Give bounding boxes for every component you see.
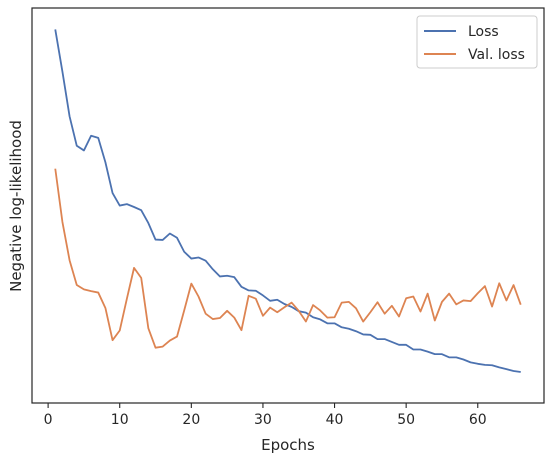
x-tick-label: 50 [397, 412, 415, 428]
x-tick-label: 0 [44, 412, 53, 428]
legend: Loss Val. loss [416, 15, 538, 69]
y-axis-label: Negative log-likelihood [7, 120, 25, 292]
legend-label-val-loss: Val. loss [468, 47, 525, 63]
plot-area [31, 7, 545, 404]
legend-label-loss: Loss [468, 24, 499, 40]
series-line-val-loss [54, 168, 522, 349]
x-ticks: 0 10 20 30 40 50 60 [44, 403, 487, 428]
x-axis-label: Epochs [261, 436, 315, 454]
series-layer [54, 29, 522, 373]
x-tick-label: 10 [111, 412, 129, 428]
x-tick-label: 40 [326, 412, 344, 428]
x-tick-label: 60 [469, 412, 487, 428]
x-tick-label: 20 [182, 412, 200, 428]
x-tick-label: 30 [254, 412, 272, 428]
